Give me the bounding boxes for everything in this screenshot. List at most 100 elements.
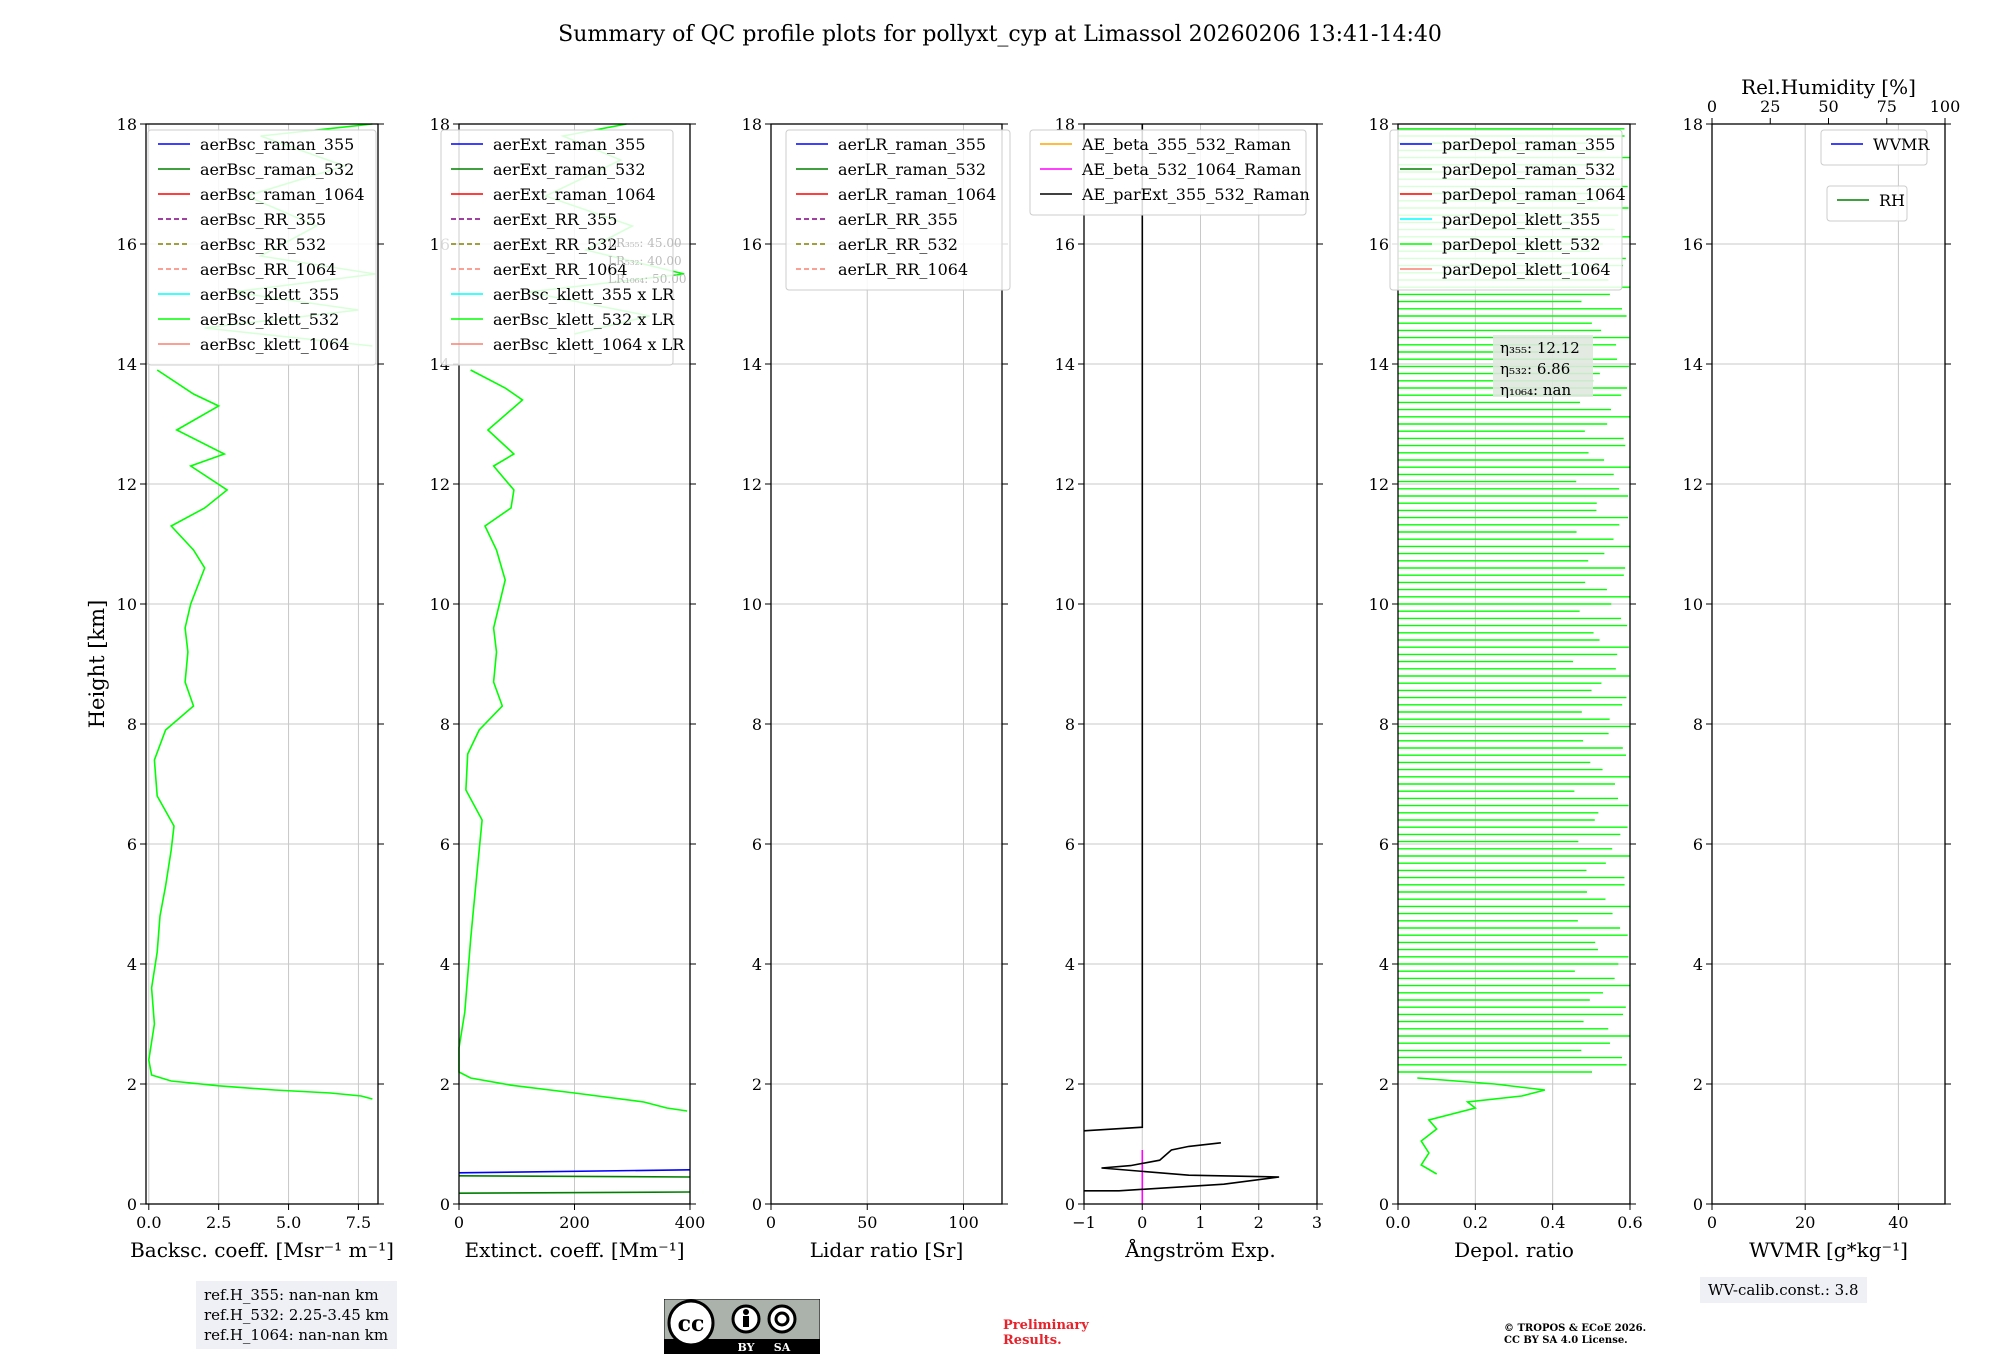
y-tick-label: 10 [430, 595, 450, 614]
x-tick-label: 40 [1888, 1213, 1908, 1232]
y-tick-label: 0 [127, 1195, 137, 1214]
panel-lr: 0 50 100 0 2 4 6 8 10 12 14 16 18 Lidar ratio [Sr] aer… [742, 115, 1011, 1262]
top-tick-label: 0 [1707, 97, 1717, 116]
legend-label: aerBsc_klett_532 x LR [493, 310, 675, 329]
eta-box: η₃₅₅: 12.12 η₅₃₂: 6.86 η₁₀₆₄: nan [1493, 335, 1593, 399]
legend-label: AE_beta_355_532_Raman [1081, 135, 1291, 154]
legend-label: aerExt_raman_1064 [493, 185, 656, 204]
y-tick-label: 12 [1683, 475, 1703, 494]
y-tick-label: 10 [742, 595, 762, 614]
legend-label: parDepol_raman_355 [1442, 135, 1615, 154]
legend-frame [1029, 129, 1307, 216]
cc-sa-label: SA [774, 1341, 791, 1354]
y-tick-label: 12 [742, 475, 762, 494]
y-tick-label: 16 [742, 235, 762, 254]
x-tick-label: 200 [559, 1213, 590, 1232]
legend-rh: RH [1826, 185, 1908, 222]
y-tick-label: 16 [1055, 235, 1075, 254]
y-tick-label: 14 [1683, 355, 1703, 374]
legend-label: parDepol_klett_1064 [1442, 260, 1611, 279]
legend-label: aerExt_RR_1064 [493, 260, 628, 279]
eta-value: η₅₃₂: 6.86 [1500, 360, 1570, 378]
series-aerext-raman-532-b [458, 1191, 691, 1194]
ref-h-1064: ref.H_1064: nan-nan km [204, 1326, 389, 1344]
y-tick-label: 0 [440, 1195, 450, 1214]
series-pardepol-klett-532 [1417, 1077, 1546, 1175]
x-tick-label: 50 [857, 1213, 877, 1232]
x-axis-label: Extinct. coeff. [Mm⁻¹] [464, 1238, 684, 1262]
x-tick-label: 0.0 [1385, 1213, 1410, 1232]
legend-label: aerLR_RR_1064 [838, 260, 968, 279]
eta-box-bg [1493, 335, 1593, 397]
y-tick-label: 18 [1369, 115, 1389, 134]
figure-title: Summary of QC profile plots for pollyxt_… [558, 22, 1442, 47]
y-tick-label: 12 [117, 475, 137, 494]
x-tick-label: 5.0 [276, 1213, 301, 1232]
legend-ae: AE_beta_355_532_Raman AE_beta_532_1064_Ra… [1029, 129, 1310, 216]
legend-label: aerExt_RR_532 [493, 235, 617, 254]
top-tick-label: 100 [1930, 97, 1961, 116]
legend-label: parDepol_raman_1064 [1442, 185, 1626, 204]
x-tick-label: 0 [766, 1213, 776, 1232]
y-tick-label: 10 [1055, 595, 1075, 614]
legend-label: aerBsc_raman_355 [200, 135, 354, 154]
y-tick-label: 4 [1379, 955, 1389, 974]
y-tick-label: 4 [440, 955, 450, 974]
y-tick-label: 0 [752, 1195, 762, 1214]
x-tick-label: 1 [1195, 1213, 1205, 1232]
legend-label: aerBsc_RR_355 [200, 210, 326, 229]
y-tick-label: 2 [440, 1075, 450, 1094]
legend-depol: parDepol_raman_355 parDepol_raman_532 parD… [1389, 129, 1626, 291]
x-tick-label: 2.5 [206, 1213, 231, 1232]
legend-frame [1826, 185, 1908, 222]
series-aerext-raman-355 [458, 1169, 691, 1174]
x-tick-label: 100 [948, 1213, 979, 1232]
x-axis-label: Depol. ratio [1454, 1238, 1574, 1262]
legend-label: WVMR [1873, 135, 1930, 154]
y-tick-label: 2 [752, 1075, 762, 1094]
x-tick-label: 0 [1707, 1213, 1717, 1232]
series-aerext-raman-532 [458, 1175, 691, 1178]
preliminary-line-2: Results. [1003, 1333, 1062, 1348]
y-tick-label: 14 [1055, 355, 1075, 374]
y-tick-label: 0 [1693, 1195, 1703, 1214]
preliminary-note: Preliminary Results. [1003, 1318, 1089, 1348]
legend-wvmr: WVMR [1820, 129, 1930, 166]
y-tick-label: 14 [1369, 355, 1389, 374]
series-ae-parext-355-532-raman [1084, 1142, 1280, 1192]
legend-label: aerBsc_klett_355 x LR [493, 285, 675, 304]
legend-label: AE_parExt_355_532_Raman [1081, 185, 1310, 204]
lr-note: LR₁₀₆₄: 50.00 [608, 272, 686, 286]
legend-frame [1389, 129, 1623, 291]
eta-value: η₃₅₅: 12.12 [1500, 339, 1580, 357]
y-tick-label: 4 [127, 955, 137, 974]
series-ae-parext-355-532-raman-b [1083, 124, 1144, 1132]
y-tick-label: 6 [440, 835, 450, 854]
axes-frame [145, 123, 379, 1205]
y-tick-label: 6 [752, 835, 762, 854]
y-tick-label: 2 [1379, 1075, 1389, 1094]
y-tick-label: 18 [117, 115, 137, 134]
legend-lr: aerLR_raman_355 aerLR_raman_532 aerLR_rama… [785, 129, 1011, 291]
legend-label: aerExt_RR_355 [493, 210, 617, 229]
top-tick-label: 25 [1760, 97, 1780, 116]
lr-note: LR₅₃₂: 40.00 [608, 254, 682, 268]
legend-label: parDepol_klett_355 [1442, 210, 1600, 229]
x-tick-label: 7.5 [346, 1213, 371, 1232]
legend-frame [785, 129, 1011, 291]
copyright-note: © TROPOS & ECoE 2026. CC BY SA 4.0 Licen… [1504, 1323, 1646, 1347]
y-tick-label: 12 [1055, 475, 1075, 494]
x-tick-label: 20 [1795, 1213, 1815, 1232]
legend-label: aerBsc_klett_355 [200, 285, 339, 304]
legend-label: aerBsc_klett_1064 [200, 335, 349, 354]
y-tick-label: 6 [1065, 835, 1075, 854]
x-axis-label: Backsc. coeff. [Msr⁻¹ m⁻¹] [130, 1238, 394, 1262]
panel-wv: 0 20 40 0 2 4 6 8 10 12 14 16 18 WVMR [g*kg⁻¹] WVMR RH 0… [1683, 75, 1961, 1262]
y-tick-label: 2 [1065, 1075, 1075, 1094]
y-tick-label: 4 [1065, 955, 1075, 974]
legend-frame [147, 129, 377, 366]
y-tick-label: 18 [430, 115, 450, 134]
axes-frame [1711, 123, 1946, 1205]
